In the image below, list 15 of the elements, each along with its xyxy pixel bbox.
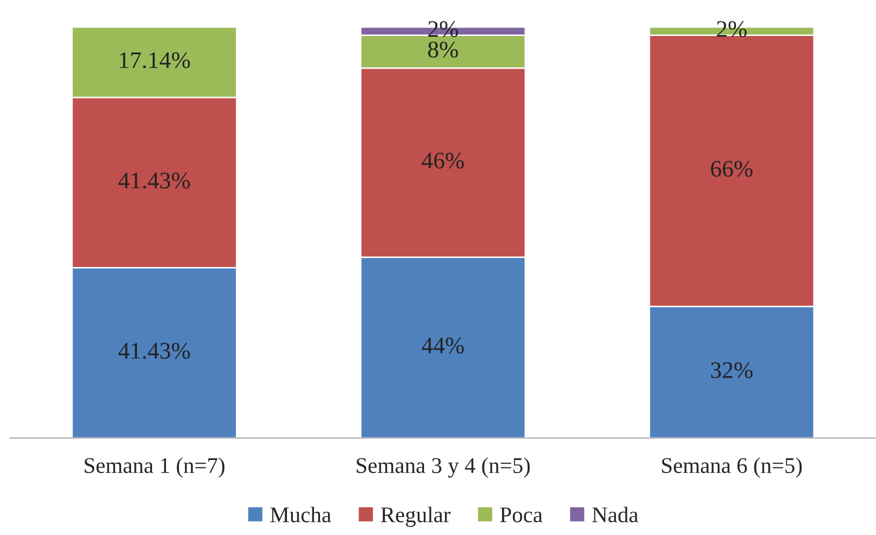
legend-label: Poca [500,508,542,522]
legend-label: Mucha [270,506,332,522]
data-label: 41.43% [118,342,190,359]
data-label: 46% [422,152,464,169]
x-tick-label: Semana 3 y 4 (n=5) [356,457,530,478]
data-label: 32% [711,362,752,378]
x-tick-label: Semana 6 (n=5) [662,457,802,478]
data-label: 8% [428,42,458,58]
data-label: 44% [422,338,464,354]
data-label: 17.14% [120,52,190,68]
x-tick-label: Semana 1 (n=7) [84,457,224,478]
data-label: 41.43% [118,172,190,189]
legend-label: Regular [380,506,450,527]
legend-label: Nada [592,506,638,522]
data-label: 66% [711,160,752,177]
